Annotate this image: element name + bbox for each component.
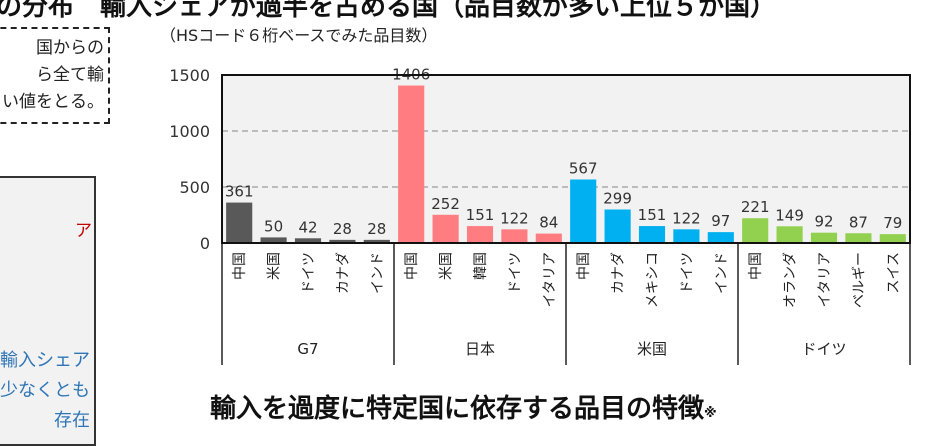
y-tick-label: 1000 (169, 122, 210, 141)
bar (398, 85, 425, 243)
side-panel: ア 輸入シェア 少なくとも 存在 (0, 176, 96, 446)
data-label: 151 (466, 206, 495, 224)
data-label: 28 (333, 220, 352, 238)
blue-line: 輸入シェア (0, 350, 90, 371)
note-line: い値をとる。 (2, 92, 104, 112)
bar (707, 232, 734, 243)
note-line: ら全て輸 (36, 65, 104, 85)
bar (432, 214, 459, 243)
data-label: 122 (672, 209, 701, 227)
x-tick-label: イタリア (817, 252, 833, 307)
data-label: 151 (638, 206, 667, 224)
bar (570, 179, 597, 243)
x-tick-label: カナダ (335, 252, 351, 294)
bar (673, 229, 700, 243)
bar (501, 229, 528, 243)
x-tick-label: オランダ (783, 252, 799, 308)
plot-area (222, 75, 910, 243)
bar (810, 232, 838, 243)
section-title: 輸入を過度に特定国に依存する品目の特徴※ (210, 388, 717, 425)
x-tick-label: ベルギー (851, 252, 867, 308)
bar (776, 226, 803, 243)
data-label: 28 (367, 220, 386, 238)
group-label: ドイツ (801, 340, 846, 358)
bar (845, 233, 872, 243)
x-tick-label: 米国 (439, 252, 455, 280)
bar (604, 209, 631, 243)
data-label: 87 (849, 213, 868, 231)
bar (363, 239, 390, 243)
x-tick-label: ドイツ (301, 252, 317, 294)
data-label: 84 (539, 214, 558, 232)
data-label: 42 (298, 218, 317, 236)
x-tick-label: イタリア (542, 252, 558, 307)
blue-line: 少なくとも (0, 380, 90, 401)
side-blue-text: 輸入シェア 少なくとも 存在 (0, 346, 90, 436)
group-label: G7 (297, 340, 318, 358)
note-mark: ※ (704, 406, 717, 421)
x-tick-label: 米国 (267, 252, 283, 280)
data-label: 567 (569, 159, 598, 177)
data-label: 361 (225, 183, 254, 201)
x-tick-label: 中国 (576, 252, 592, 280)
x-tick-label: ドイツ (679, 252, 695, 294)
bar (742, 218, 769, 243)
bar (226, 202, 253, 243)
y-tick-label: 500 (179, 178, 210, 197)
page-title: の分布 輸入シェアが過半を占める国（品目数が多い上位５か国） (0, 0, 777, 22)
y-tick-label: 0 (200, 234, 210, 253)
data-label: 299 (603, 190, 632, 208)
data-label: 79 (883, 214, 902, 232)
plot-border (221, 74, 911, 244)
x-tick-label: 中国 (748, 252, 764, 280)
bar (294, 238, 322, 243)
x-tick-label: メキシコ (645, 252, 661, 308)
data-label: 221 (741, 198, 770, 216)
x-tick-label: 中国 (404, 252, 420, 280)
bar (535, 233, 562, 243)
group-label: 米国 (637, 340, 667, 358)
x-tick-label: ドイツ (507, 252, 523, 294)
x-tick-label: 韓国 (473, 252, 489, 280)
group-label: 日本 (465, 340, 495, 358)
bar (466, 226, 494, 243)
chart-title: （HSコード６桁ベースでみた品目数） (160, 26, 438, 45)
x-tick-label: カナダ (611, 252, 627, 294)
note-line: 国からの (36, 38, 104, 58)
data-label: 50 (264, 217, 283, 235)
data-label: 252 (431, 195, 460, 213)
note-box: 国からの ら全て輸 い値をとる。 (0, 27, 110, 124)
x-tick-label: インド (370, 252, 386, 294)
data-label: 92 (814, 213, 833, 231)
bar-chart: 0 500 1000 1500 361 中国 50 米国 42 ドイツ 28 カナダ 28 インド G7 14… (169, 66, 911, 365)
x-tick-label: 中国 (232, 252, 248, 280)
data-label: 122 (500, 209, 529, 227)
bar (879, 234, 906, 243)
side-red-text: ア (75, 221, 92, 241)
data-label: 149 (775, 206, 804, 224)
bar (329, 239, 356, 243)
section-title-text: 輸入を過度に特定国に依存する品目の特徴 (210, 394, 705, 424)
bar (638, 226, 666, 243)
data-label: 97 (711, 212, 730, 230)
y-tick-label: 1500 (169, 66, 210, 85)
x-tick-label: インド (714, 252, 730, 294)
blue-line: 存在 (54, 410, 90, 431)
bar (260, 237, 287, 243)
x-tick-label: スイス (886, 252, 902, 294)
